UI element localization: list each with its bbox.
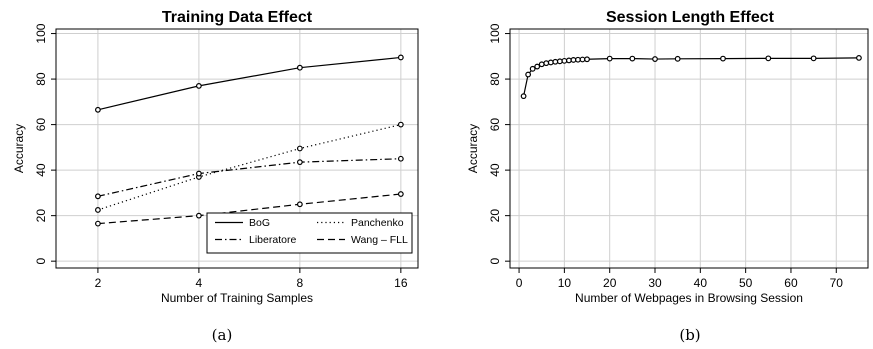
chart-b-xtick-label-6: 60 [784, 276, 798, 290]
chart-b-point-0-0 [520, 93, 527, 100]
chart-b-point-0-11 [570, 57, 577, 63]
chart-b-point-0-5 [543, 60, 550, 67]
chart-b-point-0-7 [552, 58, 559, 65]
chart-a-point-0-3 [397, 54, 404, 61]
chart-b-xtick-label-7: 70 [830, 276, 844, 290]
chart-a-title: Training Data Effect [162, 9, 313, 26]
training-data-effect-chart: 0 20 40 60 80 100 2 4 8 16 Training Data Effect Num… [12, 9, 419, 344]
chart-a-point-2-3 [397, 155, 404, 162]
chart-a-ytick-label-4: 80 [34, 72, 48, 86]
chart-b-point-0-3 [534, 63, 541, 70]
chart-b-xtick-label-0: 0 [516, 276, 523, 290]
chart-a-xtick-label-1: 4 [196, 276, 203, 290]
chart-b-xtick-label-2: 20 [603, 276, 617, 290]
chart-b-point-0-22 [856, 55, 862, 61]
chart-a-xtick-label-3: 16 [394, 276, 408, 290]
chart-a-point-3-0 [95, 220, 101, 227]
chart-b-point-0-10 [566, 57, 572, 64]
chart-b-point-0-14 [584, 56, 590, 63]
chart-b-ytick-label-1: 20 [488, 209, 502, 223]
chart-a-point-1-3 [397, 121, 404, 128]
chart-a-point-3-2 [296, 201, 303, 208]
chart-a-point-2-2 [296, 159, 303, 166]
chart-a-legend-label-3: Wang – FLL [351, 234, 408, 246]
chart-b-xtick-label-1: 10 [558, 276, 572, 290]
chart-a-ytick-label-2: 40 [34, 163, 48, 177]
chart-b-point-0-21 [810, 55, 817, 62]
chart-a-caption: (a) [212, 326, 233, 344]
chart-b-caption: (b) [679, 326, 700, 344]
chart-a-series-line-2 [97, 158, 401, 197]
chart-a-point-1-0 [95, 207, 101, 213]
chart-a-ytick-label-1: 20 [34, 209, 48, 223]
chart-b-point-0-18 [674, 55, 681, 62]
chart-b-ytick-label-3: 60 [488, 118, 502, 132]
chart-b-y-axis-label: Accuracy [466, 124, 480, 173]
chart-a-series-line-1 [97, 124, 401, 211]
chart-b-point-0-15 [606, 55, 613, 62]
chart-b-ytick-label-2: 40 [488, 163, 502, 177]
chart-a-series-line-0 [97, 56, 401, 111]
chart-a-legend-label-0: BoG [249, 217, 270, 229]
chart-a-point-2-1 [195, 170, 202, 177]
chart-a-point-3-3 [397, 191, 404, 197]
chart-b-point-0-8 [556, 58, 563, 65]
chart-a-legend-label-2: Liberatore [249, 234, 296, 246]
chart-a-ytick-label-5: 100 [34, 23, 48, 43]
chart-a-ytick-label-0: 0 [34, 258, 48, 265]
chart-a-y-axis-label: Accuracy [12, 124, 26, 173]
chart-b-plot-frame [509, 28, 869, 269]
chart-a-point-0-1 [195, 83, 202, 89]
chart-b-xtick-label-5: 50 [739, 276, 753, 290]
chart-a-x-axis-label: Number of Training Samples [161, 291, 313, 305]
chart-b-point-0-16 [629, 55, 636, 62]
chart-b-point-0-9 [561, 57, 568, 64]
chart-b-point-0-13 [579, 56, 586, 63]
chart-a-xtick-label-0: 2 [95, 276, 102, 290]
chart-b-ytick-label-5: 100 [488, 23, 502, 43]
chart-b-ytick-label-0: 0 [488, 258, 502, 265]
chart-a-point-1-2 [296, 145, 303, 152]
chart-b-point-0-4 [538, 61, 545, 68]
chart-a-plot-frame [55, 28, 419, 269]
chart-b-title: Session Length Effect [606, 9, 775, 26]
session-length-effect-chart: 0 20 40 60 80 100 0 10 20 30 40 50 60 70 Session Lengt… [466, 9, 869, 344]
chart-a-legend-box [206, 212, 413, 254]
chart-b-point-0-2 [529, 65, 536, 72]
chart-a-ytick-label-3: 60 [34, 118, 48, 132]
chart-b-ytick-label-4: 80 [488, 72, 502, 86]
chart-b-point-0-20 [765, 55, 772, 62]
chart-b-point-0-12 [575, 56, 581, 63]
chart-a-series-line-3 [97, 193, 401, 225]
chart-a-point-0-2 [296, 64, 303, 71]
chart-b-series-line-0 [523, 57, 859, 97]
chart-a-point-0-0 [95, 106, 101, 113]
chart-b-point-0-6 [547, 59, 554, 66]
chart-b-point-0-17 [652, 56, 658, 62]
chart-a-xtick-label-2: 8 [297, 276, 304, 290]
chart-a-point-2-0 [95, 193, 101, 200]
chart-b-xtick-label-4: 40 [694, 276, 708, 290]
chart-b-point-0-1 [525, 71, 532, 78]
chart-a-point-3-1 [195, 212, 202, 219]
chart-a-legend-label-1: Panchenko [351, 217, 404, 229]
chart-b-xtick-label-3: 30 [648, 276, 662, 290]
chart-b-x-axis-label: Number of Webpages in Browsing Session [575, 291, 803, 305]
chart-b-point-0-19 [720, 55, 726, 62]
